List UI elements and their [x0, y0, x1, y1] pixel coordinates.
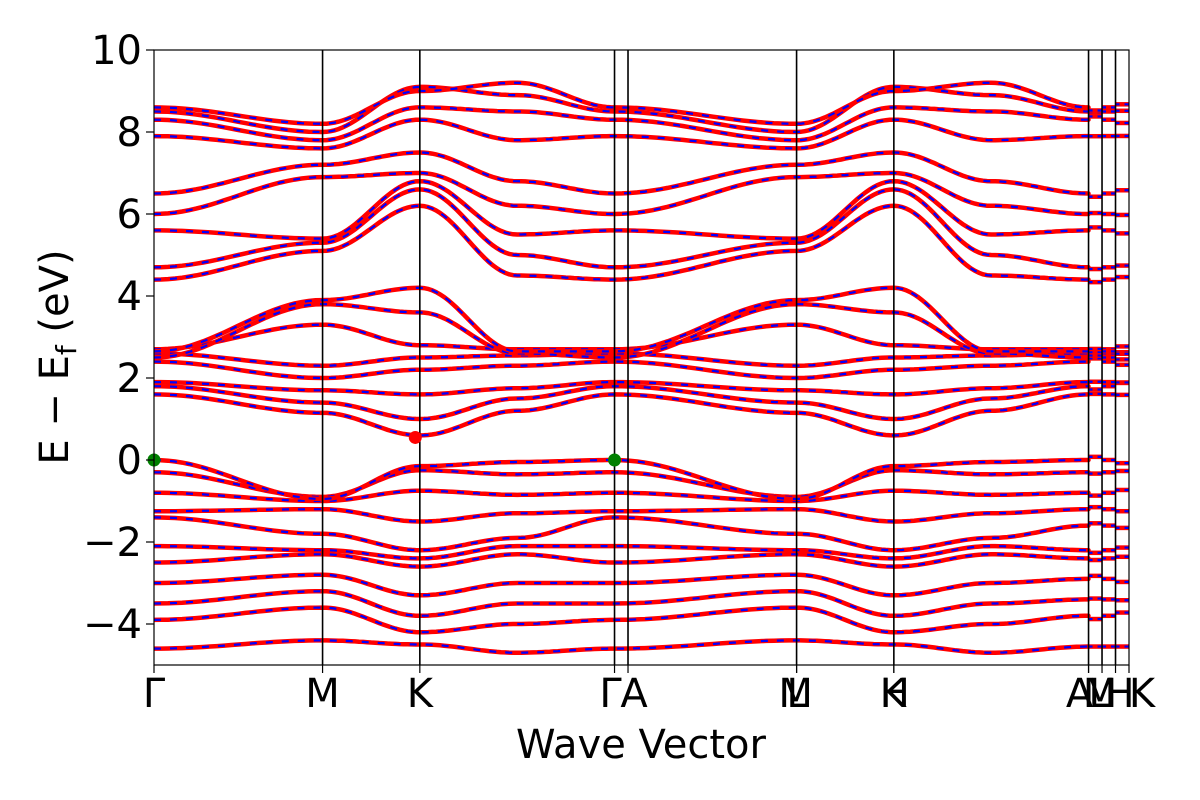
- x-tick-label-1: M: [305, 671, 340, 717]
- plot-frame: [153, 49, 1130, 666]
- band-line-spin-down-23: [154, 151, 1089, 195]
- y-tick-label-0: −4: [83, 602, 142, 648]
- x-tick-label-9: A: [1066, 671, 1094, 717]
- y-axis: −4 −2 0 2 4 6 8 10: [83, 28, 154, 648]
- band-line-spin-down-15: [154, 352, 1089, 367]
- x-tick-label-3: Γ: [599, 671, 622, 717]
- band-line-spin-up-2: [154, 588, 1091, 619]
- band-line-spin-up-23: [154, 150, 1091, 196]
- y-axis-label: E − Ef (eV): [32, 249, 83, 464]
- x-tick-label-4: A: [620, 671, 648, 717]
- x-tick-label-12: H: [1104, 671, 1134, 717]
- y-axis-label-subscript: f: [50, 344, 83, 355]
- x-tick-label-13: K: [1129, 671, 1157, 717]
- band-line-spin-up-1: [154, 605, 1091, 635]
- x-axis-label: Wave Vector: [516, 722, 767, 768]
- band-line-spin-up-18: [154, 285, 1091, 354]
- y-tick-label-3: 2: [117, 356, 142, 402]
- y-axis-label-main: E − E: [32, 355, 78, 465]
- x-tick-label-7: K: [880, 671, 908, 717]
- x-tick-label-10: L: [1088, 671, 1111, 717]
- x-tick-label-6: L: [786, 671, 809, 717]
- band-line-spin-down-18: [154, 286, 1089, 353]
- y-tick-label-5: 6: [117, 192, 142, 238]
- x-tick-label-5: M: [778, 671, 813, 717]
- bands-layer: [154, 80, 1091, 655]
- y-tick-label-4: 4: [117, 274, 142, 320]
- band-line-spin-down-8: [154, 489, 1089, 503]
- band-line-spin-up-0: [154, 638, 1091, 655]
- y-tick-label-2: 0: [117, 438, 142, 484]
- band-line-spin-up-4: [154, 552, 1091, 569]
- y-tick-label-7: 10: [91, 28, 142, 74]
- band-line-spin-down-0: [154, 639, 1089, 654]
- kpoint-lines-layer: [321, 50, 1117, 665]
- x-tick-label-11: M: [1083, 671, 1118, 717]
- y-axis-label-unit: (eV): [32, 249, 78, 345]
- flat-bands-layer: [1088, 102, 1129, 649]
- marker-cbm-2: [408, 430, 422, 444]
- band-line-spin-down-26: [154, 85, 1089, 134]
- band-line-spin-down-21: [154, 180, 1089, 240]
- marker-vbm-1: [608, 453, 622, 467]
- band-line-spin-down-13: [154, 381, 1089, 396]
- y-tick-label-1: −2: [83, 520, 142, 566]
- x-tick-label-2: K: [407, 671, 435, 717]
- x-tick-label-0: Γ: [143, 671, 166, 717]
- y-tick-label-6: 8: [117, 110, 142, 156]
- x-tick-label-8: H: [880, 671, 910, 717]
